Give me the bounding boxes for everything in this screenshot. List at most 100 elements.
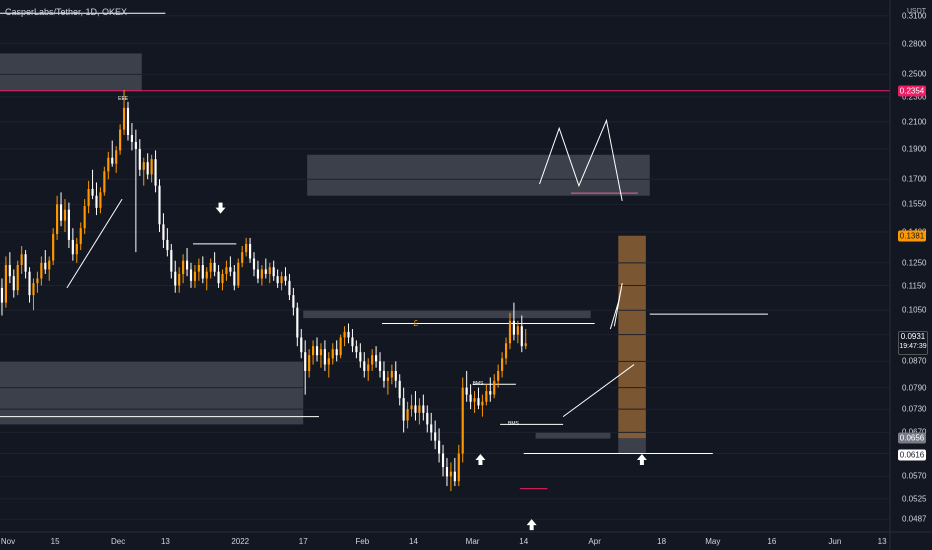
candle-body-6: [24, 254, 27, 272]
candle-body-43: [170, 250, 173, 272]
candle-body-107: [422, 405, 425, 413]
candle-body-105: [414, 405, 417, 413]
candle-body-26: [103, 171, 106, 193]
candle-body-63: [248, 243, 252, 259]
y-tick-label-0: 0.3100: [902, 11, 927, 21]
candle-body-131: [516, 326, 519, 335]
last-price-tag: 0.0931 19:47:39: [898, 330, 928, 355]
candle-body-110: [434, 432, 437, 441]
candle-body-21: [83, 206, 86, 229]
candle-body-69: [272, 267, 275, 277]
y-tick-label-20: 0.0487: [902, 514, 927, 524]
y-tick-label-14: 0.0790: [902, 383, 927, 393]
candle-body-72: [284, 276, 287, 281]
y-tick-label-16: 0.0670: [902, 428, 926, 437]
candle-body-18: [71, 239, 74, 255]
candle-body-62: [245, 243, 248, 253]
candle-body-61: [241, 252, 244, 263]
candle-body-10: [40, 262, 43, 279]
candle-body-29: [115, 150, 118, 164]
x-tick-label-12: May: [705, 537, 721, 546]
candle-body-33: [130, 135, 134, 142]
y-tick-label-2: 0.2500: [902, 69, 927, 79]
candle-body-54: [213, 262, 216, 272]
target-price-tag: 0.1381: [898, 230, 926, 242]
candle-body-132: [520, 326, 523, 347]
support-tag: 0.0616: [898, 449, 926, 461]
projection-path: [609, 283, 623, 330]
candle-body-133: [524, 343, 527, 347]
chart-title: CasperLabs/Tether, 1D, OKEX: [5, 7, 128, 17]
x-tick-label-5: 17: [298, 537, 308, 546]
candle-body-120: [473, 398, 476, 402]
candle-body-55: [217, 271, 220, 284]
candle-body-78: [308, 355, 311, 371]
candle-body-71: [280, 276, 283, 284]
candle-body-12: [48, 260, 51, 270]
candle-body-60: [237, 262, 240, 286]
candle-body-112: [441, 453, 445, 468]
candle-body-90: [355, 346, 358, 353]
candle-body-22: [87, 188, 90, 207]
candle-body-129: [508, 320, 512, 344]
candle-body-39: [154, 159, 157, 186]
candle-body-15: [59, 204, 63, 221]
arrow-up-bottom: [526, 519, 537, 531]
candle-body-89: [351, 337, 354, 347]
candle-body-40: [158, 185, 161, 225]
candle-body-126: [497, 370, 500, 381]
candle-body-130: [512, 320, 515, 335]
candle-body-13: [52, 233, 55, 261]
candle-body-99: [390, 370, 393, 378]
candle-body-81: [319, 349, 323, 356]
candle-body-1: [4, 265, 7, 303]
candle-body-41: [162, 224, 165, 240]
candle-body-87: [343, 331, 346, 338]
x-tick-label-3: 13: [160, 537, 170, 546]
supply-zone-top: [0, 53, 142, 92]
candle-body-27: [107, 157, 110, 172]
candle-body-24: [95, 195, 98, 208]
candle-body-38: [150, 159, 153, 175]
candle-body-44: [174, 271, 177, 286]
candle-body-51: [201, 265, 204, 279]
candle-body-119: [469, 394, 472, 402]
candle-body-30: [119, 129, 122, 151]
candle-body-84: [331, 349, 334, 359]
candle-body-28: [111, 157, 114, 164]
arrow-down-top: [215, 202, 226, 214]
candle-body-19: [75, 243, 78, 255]
candle-body-52: [205, 271, 208, 279]
candle-body-106: [418, 405, 421, 413]
countdown-value: 19:47:39: [899, 342, 927, 350]
y-tick-label-3: 0.2300: [902, 92, 927, 102]
candle-body-80: [315, 346, 319, 356]
candle-body-59: [233, 271, 236, 286]
candle-body-128: [504, 343, 508, 359]
candle-body-8: [32, 283, 35, 296]
y-tick-label-15: 0.0730: [902, 404, 927, 414]
candle-body-31: [122, 107, 126, 130]
candle-body-114: [449, 471, 452, 477]
y-tick-label-7: 0.1550: [902, 199, 927, 209]
y-tick-label-4: 0.2100: [902, 117, 927, 127]
candle-body-56: [221, 273, 224, 284]
candle-body-75: [296, 307, 299, 338]
y-tick-label-19: 0.0525: [902, 494, 927, 504]
x-tick-label-8: Mar: [465, 537, 480, 546]
resistance-zone: [303, 310, 591, 319]
candle-body-76: [300, 337, 303, 353]
x-tick-label-2: Dec: [111, 537, 126, 546]
stop-zone-band: [535, 432, 611, 439]
candle-body-97: [382, 370, 386, 381]
candle-body-73: [288, 280, 291, 296]
candle-body-102: [402, 398, 405, 421]
x-tick-label-6: Feb: [355, 537, 370, 546]
candle-body-16: [63, 209, 67, 221]
candle-body-113: [445, 467, 449, 477]
trendline-1: [66, 198, 123, 289]
candle-body-37: [146, 162, 149, 175]
candles-layer: [0, 90, 527, 492]
last-price-value: 0.0931: [900, 331, 926, 341]
